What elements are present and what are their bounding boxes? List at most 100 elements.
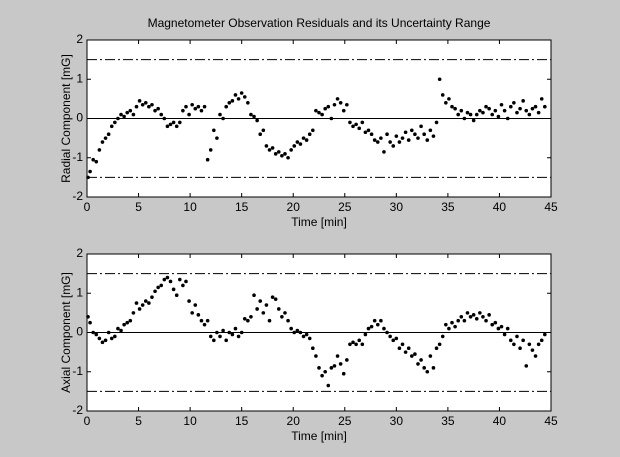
data-point	[249, 315, 253, 319]
data-point	[205, 318, 210, 323]
data-point	[385, 330, 389, 335]
data-point	[478, 311, 482, 315]
data-point	[382, 150, 386, 154]
data-point	[354, 342, 358, 347]
data-point	[366, 128, 371, 133]
data-point	[425, 369, 430, 374]
x-axis-label: Time [min]	[291, 215, 347, 229]
data-point	[249, 112, 253, 117]
data-point	[88, 320, 92, 325]
data-point	[335, 97, 340, 101]
data-point	[375, 322, 380, 327]
data-point	[524, 108, 529, 113]
data-point	[236, 97, 241, 101]
data-point	[150, 295, 154, 299]
data-point	[301, 136, 306, 140]
data-point	[338, 362, 343, 366]
data-point	[447, 97, 451, 101]
data-point	[431, 366, 436, 370]
data-point	[465, 110, 470, 115]
data-point	[434, 346, 439, 351]
data-point	[505, 326, 510, 331]
data-point	[536, 342, 541, 347]
data-point	[162, 116, 167, 121]
x-tick-label: 10	[183, 200, 197, 214]
data-point	[345, 358, 349, 362]
data-point	[153, 108, 157, 113]
data-point	[255, 307, 259, 311]
data-point	[174, 124, 179, 129]
data-point	[187, 112, 191, 117]
data-point	[143, 101, 148, 105]
data-point	[468, 315, 473, 319]
data-point	[252, 293, 256, 298]
data-point	[280, 153, 284, 158]
data-point	[474, 316, 479, 321]
data-point	[536, 110, 541, 115]
data-point	[360, 120, 365, 125]
data-point	[499, 324, 504, 329]
data-point	[320, 373, 324, 378]
data-point	[100, 140, 105, 144]
data-point	[212, 128, 216, 133]
data-point	[215, 136, 219, 140]
data-point	[224, 338, 228, 343]
chart-title: Magnetometer Observation Residuals and i…	[148, 16, 491, 30]
data-point	[341, 371, 346, 376]
data-point	[208, 148, 213, 152]
data-point	[372, 318, 377, 323]
x-tick-label: 20	[287, 414, 301, 428]
data-point	[512, 101, 516, 105]
x-tick-label: 0	[84, 200, 91, 214]
data-point	[159, 283, 164, 288]
data-point	[304, 332, 309, 337]
data-point	[106, 330, 111, 335]
data-point	[181, 283, 185, 288]
data-point	[196, 313, 201, 317]
data-point	[335, 354, 340, 358]
data-point	[406, 138, 411, 142]
data-point	[301, 334, 306, 339]
data-point	[242, 95, 247, 99]
data-point	[363, 130, 368, 135]
data-point	[314, 354, 318, 358]
data-point	[351, 124, 355, 129]
x-tick-label: 20	[287, 200, 301, 214]
data-point	[236, 334, 241, 339]
data-point	[137, 307, 142, 311]
data-point	[320, 112, 324, 117]
data-point	[273, 152, 278, 156]
data-point	[119, 328, 123, 333]
data-point	[369, 324, 374, 329]
data-point	[187, 299, 191, 303]
x-tick-label: 40	[493, 200, 507, 214]
data-point	[502, 332, 507, 337]
data-point	[134, 104, 139, 109]
data-point	[224, 104, 228, 109]
data-point	[499, 102, 504, 107]
x-tick-label: 15	[235, 200, 249, 214]
data-point	[202, 104, 207, 109]
data-point	[227, 101, 232, 105]
data-point	[147, 301, 151, 305]
data-point	[261, 128, 266, 133]
data-point	[351, 340, 355, 345]
data-point	[521, 99, 525, 103]
data-point	[323, 106, 327, 111]
data-point	[140, 102, 145, 107]
data-point	[286, 318, 290, 323]
data-point	[171, 120, 176, 125]
subplot: 0 5 10 15 20 25 30 35 40 45 -2 -1 0 1 2 Time [min] Axial…	[59, 246, 558, 443]
data-point	[462, 116, 467, 121]
data-point	[122, 322, 126, 327]
data-point	[502, 108, 507, 113]
data-point	[100, 340, 105, 345]
data-point	[113, 120, 117, 125]
data-point	[193, 303, 198, 307]
data-point	[512, 342, 516, 347]
data-point	[153, 289, 157, 294]
data-point	[354, 122, 358, 127]
data-point	[397, 346, 402, 351]
y-tick-label: 1	[76, 71, 83, 85]
data-point	[416, 362, 420, 366]
